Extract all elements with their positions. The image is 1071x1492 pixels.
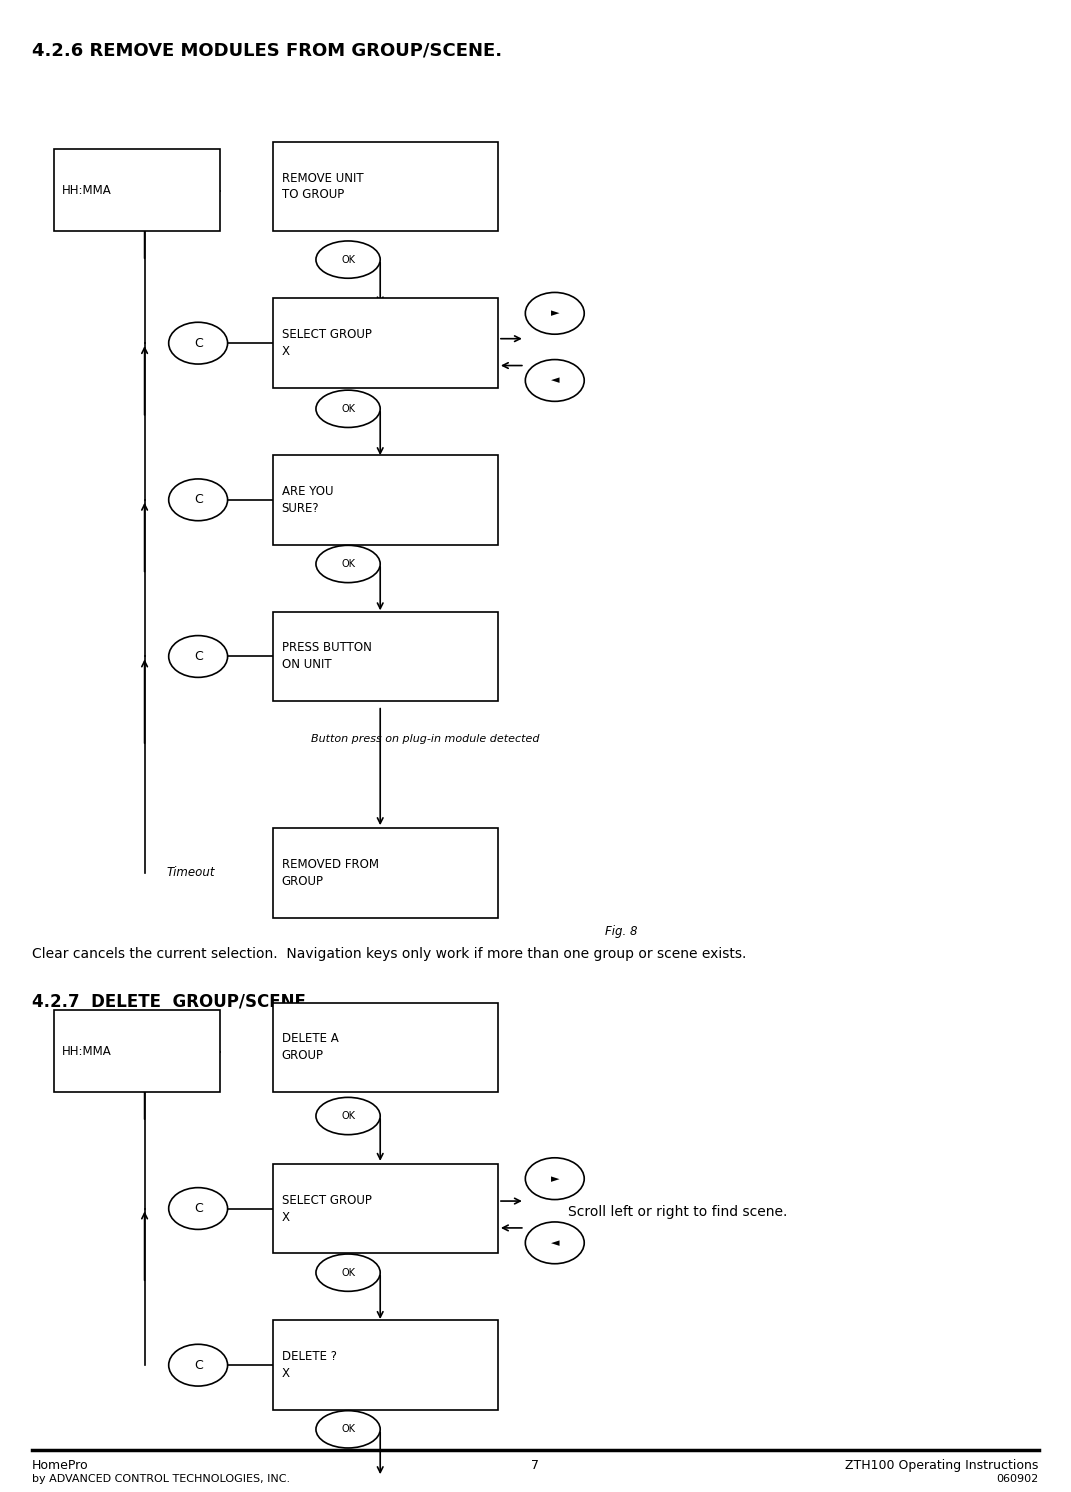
Bar: [273, 1320, 498, 1410]
Text: OK: OK: [341, 1425, 356, 1434]
Ellipse shape: [526, 1222, 585, 1264]
Bar: [273, 1164, 498, 1253]
Text: OK: OK: [341, 560, 356, 568]
Ellipse shape: [316, 1253, 380, 1292]
Text: Clear cancels the current selection.  Navigation keys only work if more than one: Clear cancels the current selection. Nav…: [32, 947, 746, 961]
Text: ARE YOU
SURE?: ARE YOU SURE?: [282, 485, 333, 515]
Ellipse shape: [316, 1411, 380, 1447]
Text: ►: ►: [550, 309, 559, 318]
Ellipse shape: [169, 1344, 227, 1386]
Text: 7: 7: [531, 1459, 540, 1473]
Bar: [54, 1010, 220, 1092]
Text: C: C: [194, 494, 202, 506]
Text: C: C: [194, 651, 202, 662]
Ellipse shape: [526, 360, 585, 401]
Text: C: C: [194, 337, 202, 349]
Ellipse shape: [316, 546, 380, 583]
Text: HomePro: HomePro: [32, 1459, 89, 1473]
Ellipse shape: [169, 636, 227, 677]
Text: SELECT GROUP
X: SELECT GROUP X: [282, 1194, 372, 1223]
Ellipse shape: [169, 479, 227, 521]
Text: OK: OK: [341, 404, 356, 413]
Ellipse shape: [169, 1188, 227, 1229]
Bar: [273, 455, 498, 545]
Ellipse shape: [526, 292, 585, 334]
Text: Timeout: Timeout: [166, 867, 214, 879]
Bar: [273, 298, 498, 388]
Text: C: C: [194, 1359, 202, 1371]
Bar: [273, 142, 498, 231]
Ellipse shape: [169, 322, 227, 364]
Ellipse shape: [316, 389, 380, 428]
Text: 4.2.6 REMOVE MODULES FROM GROUP/SCENE.: 4.2.6 REMOVE MODULES FROM GROUP/SCENE.: [32, 42, 502, 60]
Text: ◄: ◄: [550, 376, 559, 385]
Text: ◄: ◄: [550, 1238, 559, 1247]
Bar: [273, 612, 498, 701]
Bar: [54, 149, 220, 231]
Text: REMOVE UNIT
TO GROUP: REMOVE UNIT TO GROUP: [282, 172, 363, 201]
Text: SELECT GROUP
X: SELECT GROUP X: [282, 328, 372, 358]
Bar: [273, 828, 498, 918]
Text: 060902: 060902: [997, 1474, 1039, 1485]
Text: 4.2.7  DELETE  GROUP/SCENE: 4.2.7 DELETE GROUP/SCENE: [32, 992, 306, 1010]
Text: Fig. 8: Fig. 8: [605, 925, 637, 938]
Text: C: C: [194, 1203, 202, 1214]
Ellipse shape: [316, 242, 380, 279]
Text: ZTH100 Operating Instructions: ZTH100 Operating Instructions: [845, 1459, 1039, 1473]
Ellipse shape: [526, 1158, 585, 1200]
Bar: [273, 1003, 498, 1092]
Text: PRESS BUTTON
ON UNIT: PRESS BUTTON ON UNIT: [282, 642, 372, 671]
Text: by ADVANCED CONTROL TECHNOLOGIES, INC.: by ADVANCED CONTROL TECHNOLOGIES, INC.: [32, 1474, 290, 1485]
Text: ►: ►: [550, 1174, 559, 1183]
Ellipse shape: [316, 1098, 380, 1134]
Text: HH:MMA: HH:MMA: [62, 1044, 111, 1058]
Text: REMOVED FROM
GROUP: REMOVED FROM GROUP: [282, 858, 379, 888]
Text: HH:MMA: HH:MMA: [62, 184, 111, 197]
Text: OK: OK: [341, 1268, 356, 1277]
Text: DELETE ?
X: DELETE ? X: [282, 1350, 336, 1380]
Text: OK: OK: [341, 1112, 356, 1120]
Text: Scroll left or right to find scene.: Scroll left or right to find scene.: [568, 1204, 787, 1219]
Text: Button press on plug-in module detected: Button press on plug-in module detected: [311, 734, 539, 745]
Text: DELETE A
GROUP: DELETE A GROUP: [282, 1032, 338, 1062]
Text: OK: OK: [341, 255, 356, 264]
